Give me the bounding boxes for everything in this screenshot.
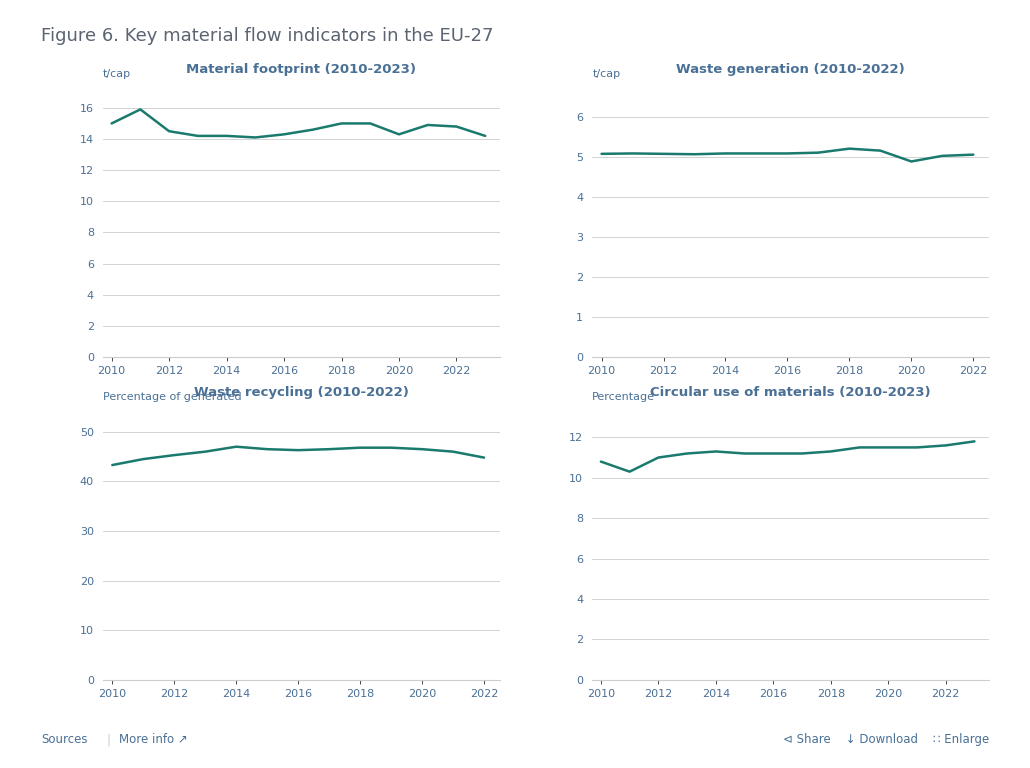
Title: Material footprint (2010-2023): Material footprint (2010-2023) xyxy=(186,64,416,76)
Title: Waste generation (2010-2022): Waste generation (2010-2022) xyxy=(676,64,905,76)
Title: Circular use of materials (2010-2023): Circular use of materials (2010-2023) xyxy=(650,386,931,399)
Text: |: | xyxy=(106,733,110,746)
Text: Percentage: Percentage xyxy=(592,392,655,402)
Title: Waste recycling (2010-2022): Waste recycling (2010-2022) xyxy=(194,386,409,399)
Text: Figure 6. Key material flow indicators in the EU-27: Figure 6. Key material flow indicators i… xyxy=(41,27,493,45)
Text: t/cap: t/cap xyxy=(103,69,131,79)
Text: More info ↗: More info ↗ xyxy=(119,733,188,746)
Text: ⊲ Share    ↓ Download    ∷ Enlarge: ⊲ Share ↓ Download ∷ Enlarge xyxy=(783,733,989,746)
Text: Sources: Sources xyxy=(41,733,88,746)
Text: Percentage of generated: Percentage of generated xyxy=(103,392,242,402)
Text: t/cap: t/cap xyxy=(592,69,620,79)
